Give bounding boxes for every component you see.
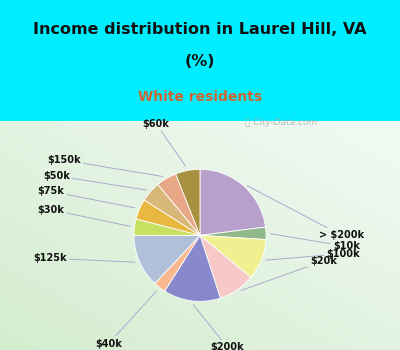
Text: $60k: $60k <box>142 119 186 167</box>
Text: (%): (%) <box>185 54 215 69</box>
Wedge shape <box>134 235 200 284</box>
Text: $20k: $20k <box>241 256 337 290</box>
Wedge shape <box>176 169 200 235</box>
Text: > $200k: > $200k <box>247 186 364 240</box>
Text: $40k: $40k <box>95 291 156 349</box>
Wedge shape <box>200 235 266 278</box>
Text: $100k: $100k <box>266 249 360 260</box>
Wedge shape <box>144 184 200 235</box>
Wedge shape <box>200 169 266 235</box>
Wedge shape <box>136 200 200 235</box>
Wedge shape <box>134 219 200 235</box>
Text: $30k: $30k <box>38 205 130 226</box>
Text: $75k: $75k <box>38 186 135 208</box>
Text: $150k: $150k <box>47 155 163 176</box>
Wedge shape <box>165 235 220 301</box>
Wedge shape <box>155 235 200 291</box>
Text: White residents: White residents <box>138 90 262 104</box>
Text: $10k: $10k <box>270 234 360 251</box>
Wedge shape <box>200 235 251 298</box>
Text: ⓘ City-Data.com: ⓘ City-Data.com <box>244 118 317 127</box>
Text: Income distribution in Laurel Hill, VA: Income distribution in Laurel Hill, VA <box>33 22 367 37</box>
Text: $200k: $200k <box>193 305 244 350</box>
Text: $125k: $125k <box>34 253 135 263</box>
Wedge shape <box>158 174 200 235</box>
Wedge shape <box>200 227 266 239</box>
Text: $50k: $50k <box>43 171 146 190</box>
